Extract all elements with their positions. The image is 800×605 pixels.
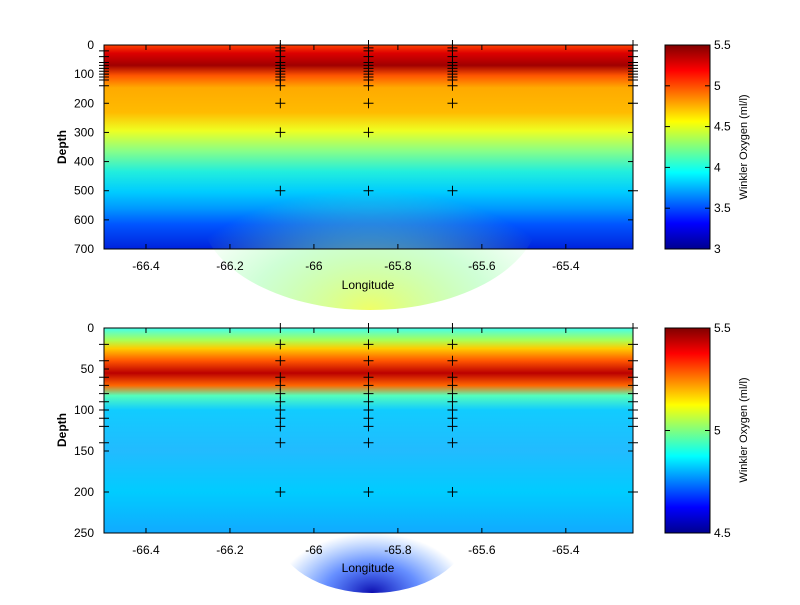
x-tick-label: -66.4	[132, 259, 160, 273]
y-tick-label: 250	[74, 526, 94, 540]
colorbar-tick-label: 5.5	[714, 321, 731, 335]
bottom-colorbar-ticks: 4.5 5 5.5	[665, 321, 731, 540]
sample-marker	[275, 487, 286, 497]
x-tick-label: -65.8	[384, 259, 412, 273]
bottom-colorbar-label: Winkler Oxygen (ml/l)	[738, 377, 750, 482]
top-axes-box	[103, 44, 634, 250]
colorbar-tick-label: 4.5	[714, 526, 731, 540]
y-tick-label: 500	[74, 184, 94, 198]
y-tick-label: 200	[74, 485, 94, 499]
y-tick-label: 150	[74, 444, 94, 458]
x-tick-label: -65.4	[552, 543, 580, 557]
sample-marker	[447, 437, 458, 448]
sample-marker	[363, 98, 374, 109]
y-tick-label: 200	[74, 96, 94, 110]
y-tick-label: 100	[74, 403, 94, 417]
y-tick-label: 600	[74, 213, 94, 227]
x-tick-label: -66.2	[216, 259, 244, 273]
y-tick-label: 50	[81, 362, 95, 376]
sample-marker	[363, 355, 374, 366]
top-xlabel: Longitude	[342, 278, 395, 292]
bottom-panel: -66.4 -66.2 -66 -65.8 -65.6 -65.4 0 50 100 150 200…	[55, 321, 750, 593]
top-ylabel: Depth	[55, 130, 69, 164]
sample-marker	[363, 185, 374, 196]
sample-marker	[447, 355, 458, 366]
sample-marker	[447, 80, 458, 91]
x-tick-label: -65.6	[468, 259, 496, 273]
top-ticks: -66.4 -66.2 -66 -65.8 -65.6 -65.4 0 100 200 300 40…	[74, 38, 633, 273]
sample-marker	[447, 487, 458, 497]
colorbar-tick-label: 5.5	[714, 38, 731, 52]
x-tick-label: -66.2	[216, 543, 244, 557]
top-colorbar-ticks: 3 3.5 4 4.5 5 5.5	[665, 38, 731, 256]
y-tick-label: 300	[74, 125, 94, 139]
sample-marker	[447, 185, 458, 196]
sample-marker	[363, 127, 374, 138]
colorbar-tick-label: 5	[714, 79, 721, 93]
x-tick-label: -66	[305, 543, 323, 557]
x-tick-label: -66.4	[132, 543, 160, 557]
x-tick-label: -65.8	[384, 543, 412, 557]
bottom-xlabel: Longitude	[342, 561, 395, 575]
sample-marker	[275, 98, 286, 109]
y-tick-label: 700	[74, 242, 94, 256]
bottom-colorbar	[664, 327, 711, 534]
y-tick-label: 0	[87, 38, 94, 52]
sample-marker	[363, 487, 374, 497]
y-tick-label: 0	[87, 321, 94, 335]
sample-marker	[275, 421, 286, 432]
bottom-ylabel: Depth	[55, 413, 69, 447]
sample-marker	[275, 355, 286, 366]
colorbar-tick-label: 4.5	[714, 120, 731, 134]
colorbar-tick-label: 4	[714, 160, 721, 174]
x-tick-label: -65.4	[552, 259, 580, 273]
sample-marker	[363, 80, 374, 91]
top-colorbar-label: Winkler Oxygen (ml/l)	[738, 94, 750, 199]
top-field-bulge	[200, 110, 540, 310]
sample-marker	[275, 437, 286, 448]
sample-marker	[363, 421, 374, 432]
sample-marker	[447, 421, 458, 432]
y-tick-label: 400	[74, 155, 94, 169]
sample-marker	[447, 98, 458, 109]
y-tick-label: 100	[74, 67, 94, 81]
colorbar-tick-label: 3.5	[714, 201, 731, 215]
top-colorbar	[664, 44, 711, 250]
sample-marker	[363, 437, 374, 448]
bottom-axes-box	[103, 327, 634, 534]
sample-marker	[447, 339, 458, 350]
sample-marker	[275, 339, 286, 350]
x-tick-label: -65.6	[468, 543, 496, 557]
sample-marker	[275, 127, 286, 138]
sample-marker	[363, 339, 374, 350]
colorbar-tick-label: 5	[714, 424, 721, 438]
colorbar-tick-label: 3	[714, 242, 721, 256]
sample-marker	[275, 185, 286, 196]
top-panel: -66.4 -66.2 -66 -65.8 -65.6 -65.4 0 100 200 300 40…	[55, 38, 750, 310]
x-tick-label: -66	[305, 259, 323, 273]
sample-marker	[275, 80, 286, 91]
bottom-ticks: -66.4 -66.2 -66 -65.8 -65.6 -65.4 0 50 100 150 200…	[74, 321, 633, 557]
